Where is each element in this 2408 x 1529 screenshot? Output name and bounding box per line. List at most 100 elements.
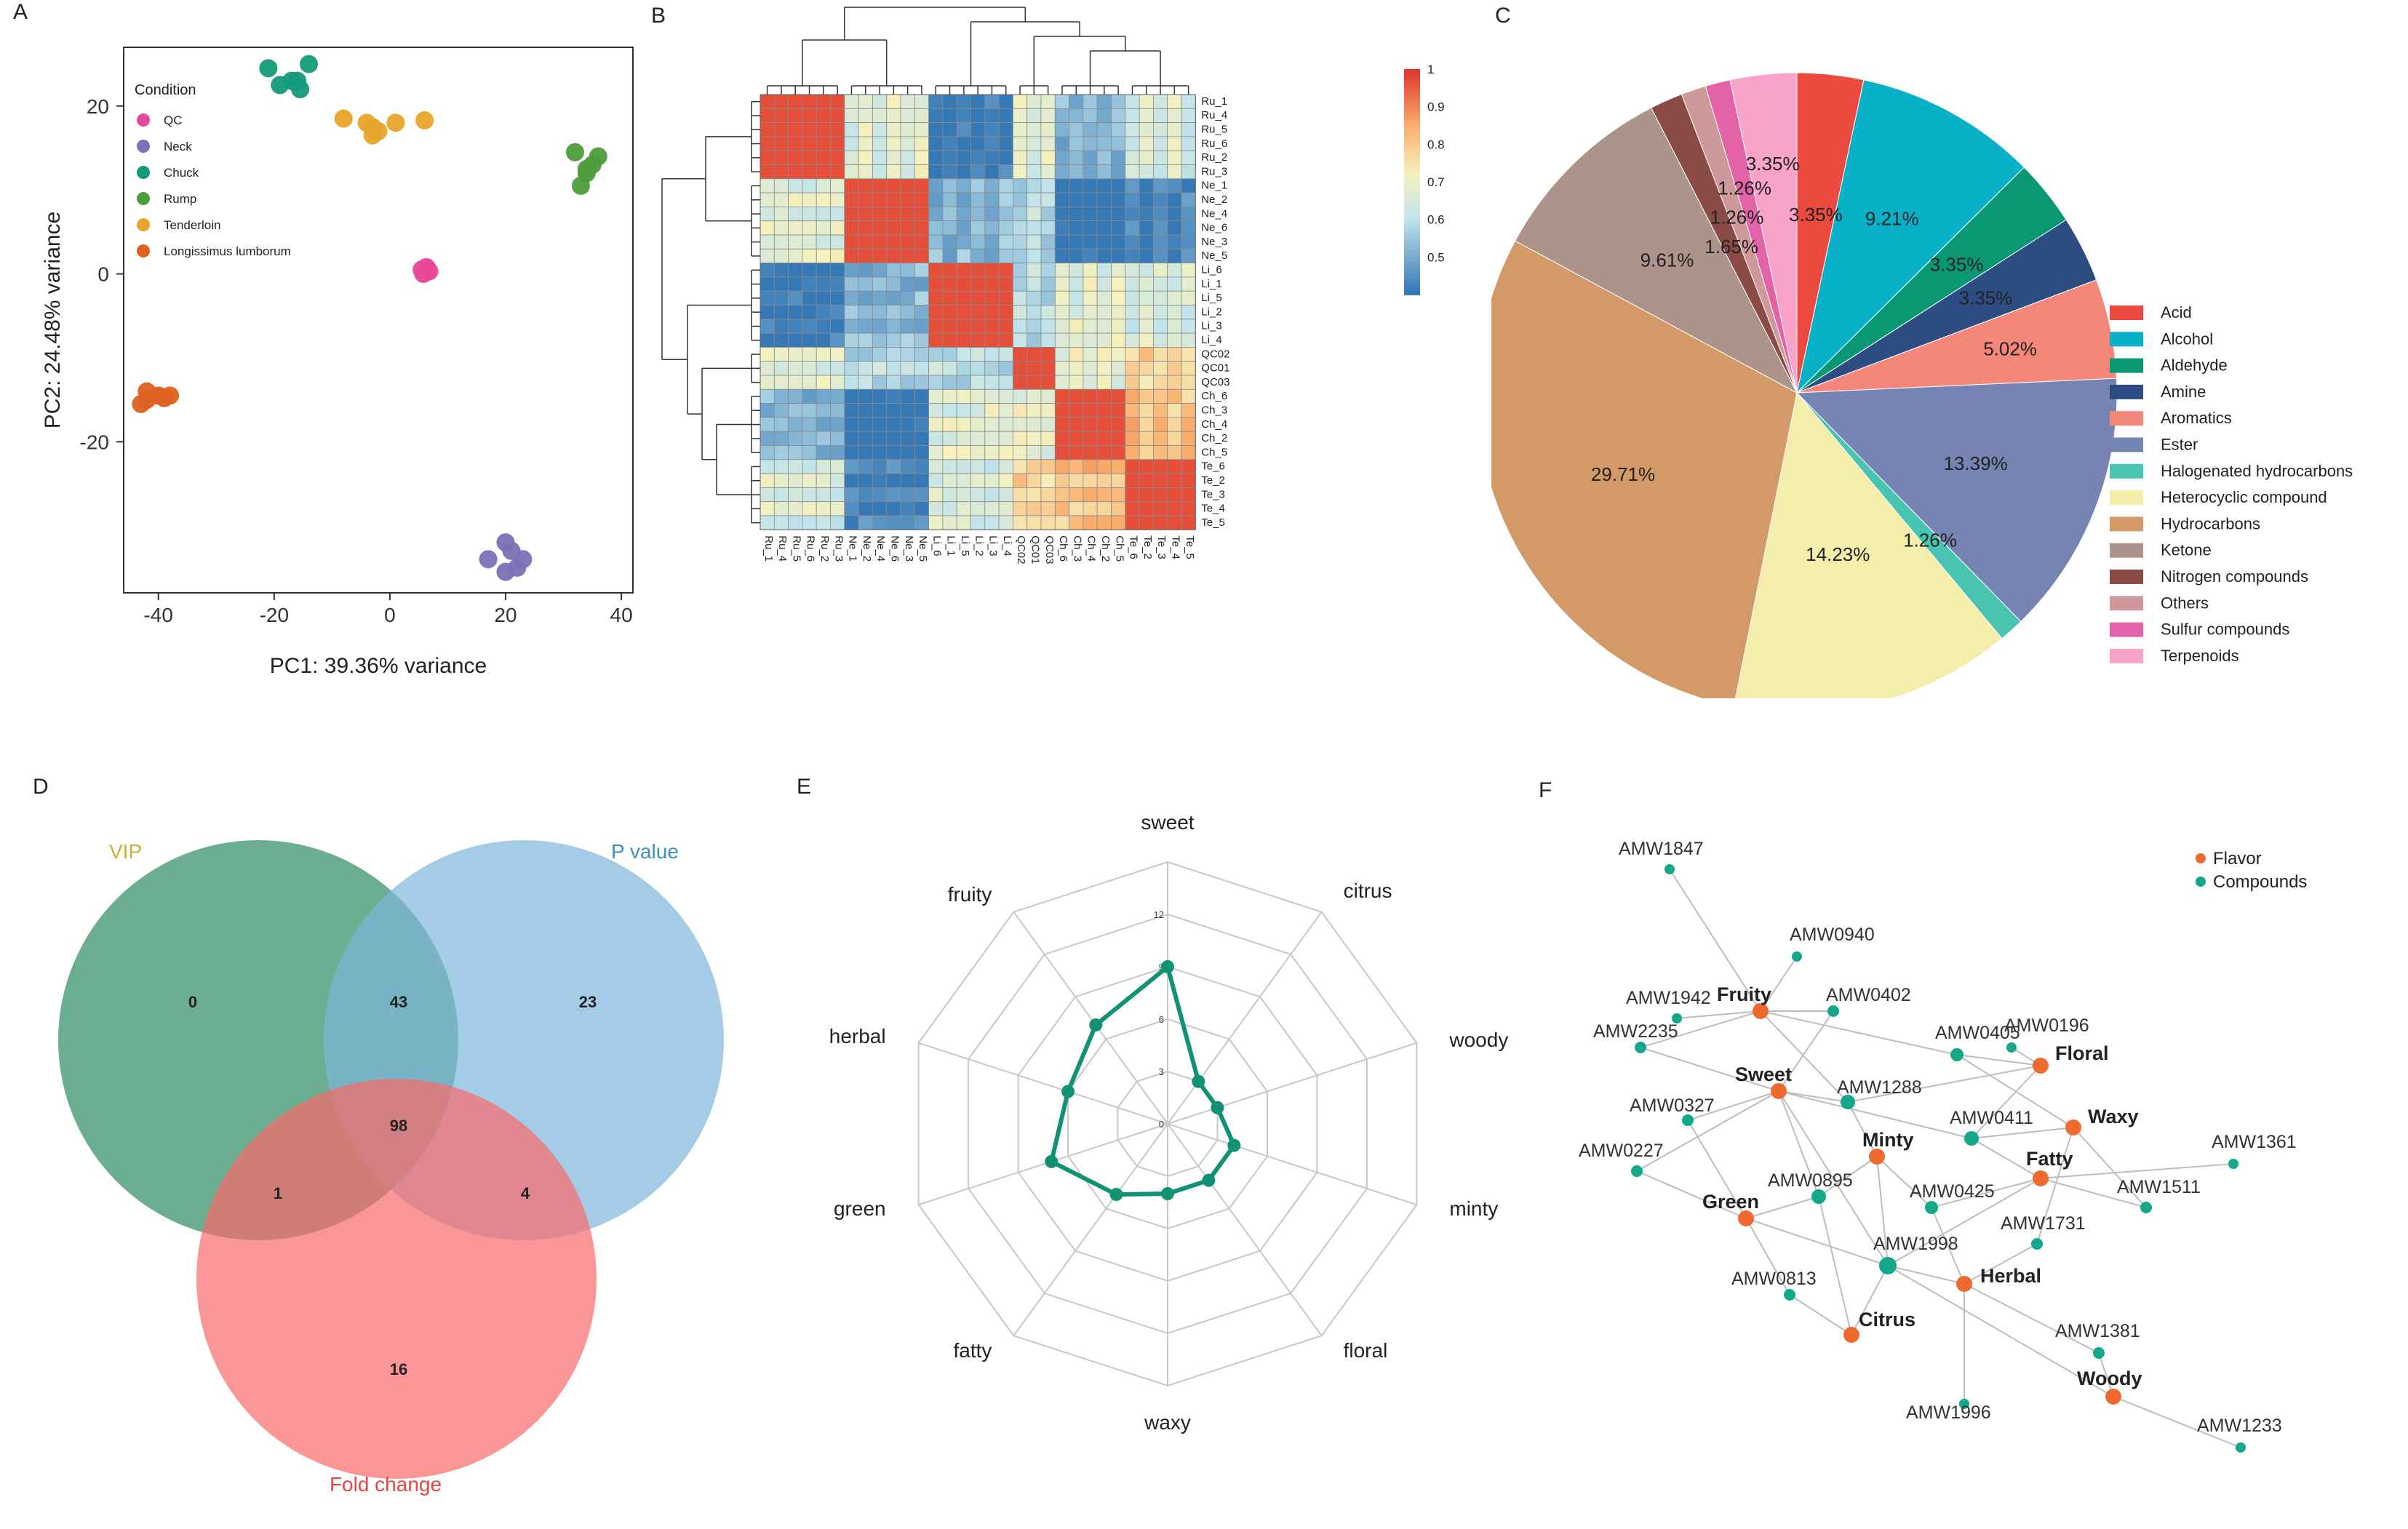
heatmap-cell [1026, 164, 1042, 180]
legend-label: Ester [2161, 436, 2198, 454]
compound-node [1879, 1257, 1897, 1274]
heatmap-cell [928, 94, 944, 109]
heatmap-cell [1069, 290, 1084, 306]
row-label: Te_4 [1201, 503, 1225, 515]
slice-label: 13.39% [1944, 452, 2008, 474]
color-scale-step [1404, 92, 1420, 97]
row-label: Te_6 [1201, 460, 1225, 473]
heatmap-cell [1181, 445, 1196, 460]
legend-label: Acid [2161, 303, 2192, 322]
heatmap-cell [1012, 487, 1028, 503]
flavor-node [2033, 1058, 2049, 1074]
heatmap-cell [1040, 94, 1056, 109]
heatmap-cell [760, 361, 775, 376]
heatmap-cell [1153, 501, 1168, 516]
heatmap-cell [1083, 501, 1098, 516]
flavor-node [1956, 1276, 1972, 1292]
heatmap-cell [942, 319, 957, 334]
pie-slice [1796, 79, 2025, 394]
data-point [282, 71, 301, 90]
heatmap-cell [760, 515, 775, 530]
color-scale-label: 0.5 [1427, 250, 1445, 264]
heatmap-cell [900, 206, 915, 222]
column-label: Te_2 [1141, 535, 1154, 559]
heatmap-cell [1040, 276, 1056, 292]
heatmap-cell [872, 178, 888, 193]
heatmap-cell [886, 375, 901, 390]
heatmap-cell [788, 515, 803, 530]
heatmap-cell [942, 150, 957, 165]
heatmap-cell [970, 108, 986, 124]
heatmap-cell [1083, 403, 1098, 418]
heatmap-cell [1012, 108, 1028, 124]
heatmap-cell [886, 361, 901, 376]
heatmap-cell [1069, 206, 1084, 222]
legend-swatch [2110, 437, 2143, 452]
heatmap-cell [984, 192, 1000, 207]
network-edge [1847, 1065, 2041, 1103]
heatmap-cell [1054, 94, 1069, 109]
data-point [259, 59, 278, 78]
heatmap-cell [1167, 234, 1182, 249]
network-edge [2040, 1163, 2234, 1179]
heatmap-cell [1096, 276, 1112, 292]
heatmap-cell [970, 178, 986, 193]
color-scale-step [1404, 238, 1420, 243]
heatmap-cell [830, 192, 845, 207]
heatmap-cell [886, 108, 901, 124]
heatmap-cell [858, 276, 873, 292]
heatmap-cell [872, 417, 888, 432]
heatmap-cell [886, 164, 901, 180]
heatmap-cell [760, 417, 775, 432]
radar-tick-label: 0 [1159, 1119, 1164, 1130]
heatmap-cell [816, 248, 831, 263]
network-edge [1956, 1054, 2074, 1128]
slice-label: 1.26% [1903, 529, 1957, 551]
heatmap-cell [788, 206, 803, 222]
heatmap-cell [942, 388, 957, 404]
heatmap-cell [1139, 192, 1154, 207]
heatmap-cell [984, 515, 1000, 530]
heatmap-cell [1096, 388, 1112, 404]
heatmap-cell [802, 150, 817, 165]
legend-label: Terpenoids [2161, 647, 2239, 665]
heatmap-cell [984, 487, 1000, 503]
heatmap-cell [1181, 305, 1196, 320]
y-tick-label: 20 [87, 95, 109, 118]
heatmap-cell [1125, 164, 1140, 180]
heatmap-cell [900, 94, 915, 109]
color-scale-step [1404, 106, 1420, 111]
heatmap-cell [1083, 473, 1098, 488]
heatmap-cell [998, 290, 1013, 306]
heatmap-cell [830, 445, 845, 460]
color-scale-step [1404, 73, 1420, 78]
row-label: Ne_6 [1201, 222, 1227, 234]
heatmap-cell [886, 417, 901, 432]
heatmap-cell [998, 136, 1013, 151]
compound-label: AMW0813 [1731, 1269, 1817, 1289]
color-scale-label: 0.9 [1427, 100, 1445, 114]
heatmap-cell [914, 388, 929, 404]
color-scale-step [1404, 276, 1420, 281]
heatmap-cell [1096, 473, 1112, 488]
heatmap-cell [942, 403, 957, 418]
heatmap-cell [872, 192, 888, 207]
heatmap-cell [1040, 431, 1056, 446]
color-scale-step [1404, 163, 1420, 168]
heatmap-cell [998, 178, 1013, 193]
heatmap-cell [1012, 220, 1028, 236]
y-tick-label: -20 [80, 431, 109, 453]
pie-slice [1795, 378, 2118, 623]
heatmap-cell [1083, 346, 1098, 362]
color-scale-step [1404, 272, 1420, 277]
heatmap-cell [1111, 388, 1126, 404]
compound-label: AMW0196 [2004, 1015, 2089, 1036]
heatmap-cell [816, 459, 831, 474]
heatmap-cell [1111, 136, 1126, 151]
heatmap-cell [1125, 248, 1140, 263]
heatmap-cell [970, 417, 986, 432]
heatmap-cell [1139, 361, 1154, 376]
heatmap-cell [914, 403, 929, 418]
heatmap-cell [1111, 445, 1126, 460]
row-label: Ne_2 [1201, 193, 1227, 206]
